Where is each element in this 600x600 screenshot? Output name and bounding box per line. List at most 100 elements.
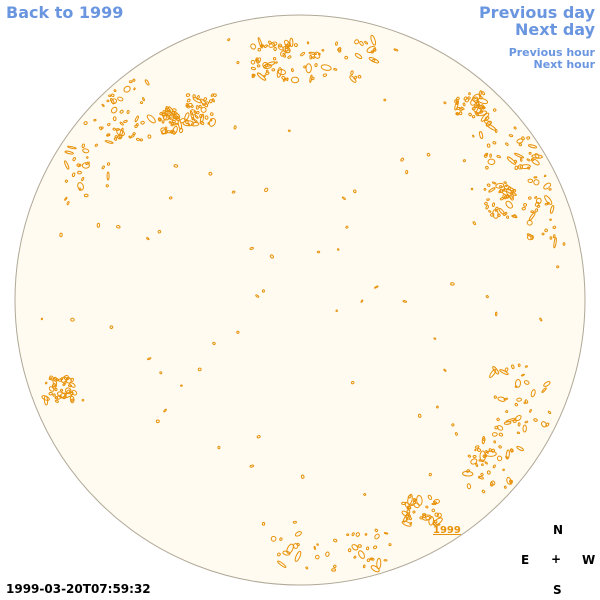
contour-mark (516, 397, 522, 402)
contour-mark (490, 212, 495, 217)
contour-mark (126, 110, 130, 114)
contour-mark (486, 183, 491, 187)
contour-mark (106, 162, 111, 166)
contour-mark (497, 213, 501, 218)
contour-mark (279, 537, 283, 541)
contour-mark (526, 219, 533, 226)
contour-mark (505, 142, 509, 146)
contour-mark (493, 440, 497, 444)
contour-mark (410, 503, 414, 507)
contour-mark (510, 448, 514, 453)
contour-mark (83, 121, 88, 126)
contour-mark (358, 550, 365, 559)
contour-mark (43, 395, 49, 406)
contour-mark (249, 464, 255, 468)
contour-mark (544, 195, 553, 205)
contour-mark (309, 74, 313, 83)
contour-mark (407, 505, 412, 510)
contour-mark (472, 221, 477, 226)
contour-mark (527, 178, 534, 184)
back-to-year-link[interactable]: Back to 1999 (6, 3, 124, 22)
contour-mark (71, 172, 76, 178)
contour-mark (505, 200, 513, 209)
contour-mark (372, 48, 377, 52)
contour-mark (473, 98, 479, 104)
contour-mark (110, 98, 115, 105)
contour-mark (112, 116, 117, 122)
contour-mark (502, 212, 506, 217)
contour-mark (401, 510, 409, 517)
contour-mark (516, 445, 524, 452)
contour-mark (373, 545, 378, 550)
next-hour-link[interactable]: Next hour (533, 58, 596, 71)
contour-mark (255, 294, 260, 298)
contour-mark (277, 69, 287, 76)
contour-mark (543, 182, 552, 190)
contour-mark (349, 75, 357, 83)
previous-hour-link[interactable]: Previous hour (508, 46, 595, 59)
contour-mark (540, 421, 548, 428)
contour-mark (506, 215, 510, 219)
contour-mark (527, 144, 538, 149)
contour-mark (374, 285, 379, 289)
contour-mark (536, 204, 541, 208)
contour-mark (110, 93, 115, 97)
contour-mark (466, 483, 472, 490)
contour-mark (335, 41, 338, 46)
contour-mark (502, 468, 505, 472)
contour-mark (284, 48, 290, 53)
contour-mark (370, 565, 380, 573)
contour-mark (98, 126, 103, 131)
contour-mark (250, 43, 257, 50)
contour-mark (541, 232, 545, 236)
contour-mark (512, 419, 517, 423)
contour-mark (495, 182, 505, 189)
next-day-link[interactable]: Next day (515, 20, 595, 39)
contour-mark (314, 554, 320, 560)
contour-mark (146, 237, 150, 241)
contour-mark (85, 161, 90, 165)
contour-mark (186, 98, 191, 103)
contour-mark (256, 64, 261, 68)
contour-mark (354, 39, 360, 45)
contour-mark (514, 165, 519, 170)
contour-mark (505, 455, 509, 460)
contour-mark (556, 265, 560, 269)
contour-mark (331, 568, 337, 572)
contour-mark (292, 520, 297, 524)
contour-mark (204, 115, 209, 120)
contour-mark (490, 480, 496, 486)
contour-mark (313, 51, 321, 59)
contour-mark (82, 148, 90, 154)
contour-mark (503, 485, 507, 489)
contour-mark (177, 119, 183, 130)
contour-mark (69, 392, 74, 396)
contour-mark (478, 130, 484, 140)
contour-mark (171, 108, 177, 113)
contour-mark (48, 391, 53, 396)
year-link[interactable]: 1999 (433, 525, 461, 536)
contour-mark (130, 134, 135, 138)
contour-mark (545, 422, 550, 427)
contour-mark (488, 210, 492, 213)
contour-mark (523, 380, 530, 385)
contour-mark (96, 222, 101, 228)
contour-mark (286, 543, 294, 554)
contour-mark (78, 187, 82, 191)
contour-mark (105, 184, 109, 188)
contour-mark (503, 397, 509, 401)
contour-mark (101, 165, 105, 170)
contour-mark (370, 34, 377, 46)
compass-south-label: S (553, 583, 562, 597)
contour-mark (436, 512, 442, 518)
contour-mark (350, 70, 354, 76)
previous-day-link[interactable]: Previous day (478, 3, 595, 22)
contour-mark (408, 517, 412, 521)
contour-mark (256, 72, 267, 81)
contour-mark (161, 129, 167, 135)
contour-mark (523, 203, 528, 207)
contour-mark (346, 533, 350, 537)
contour-mark (506, 476, 512, 485)
contour-mark (227, 38, 231, 42)
contour-mark (376, 557, 382, 570)
